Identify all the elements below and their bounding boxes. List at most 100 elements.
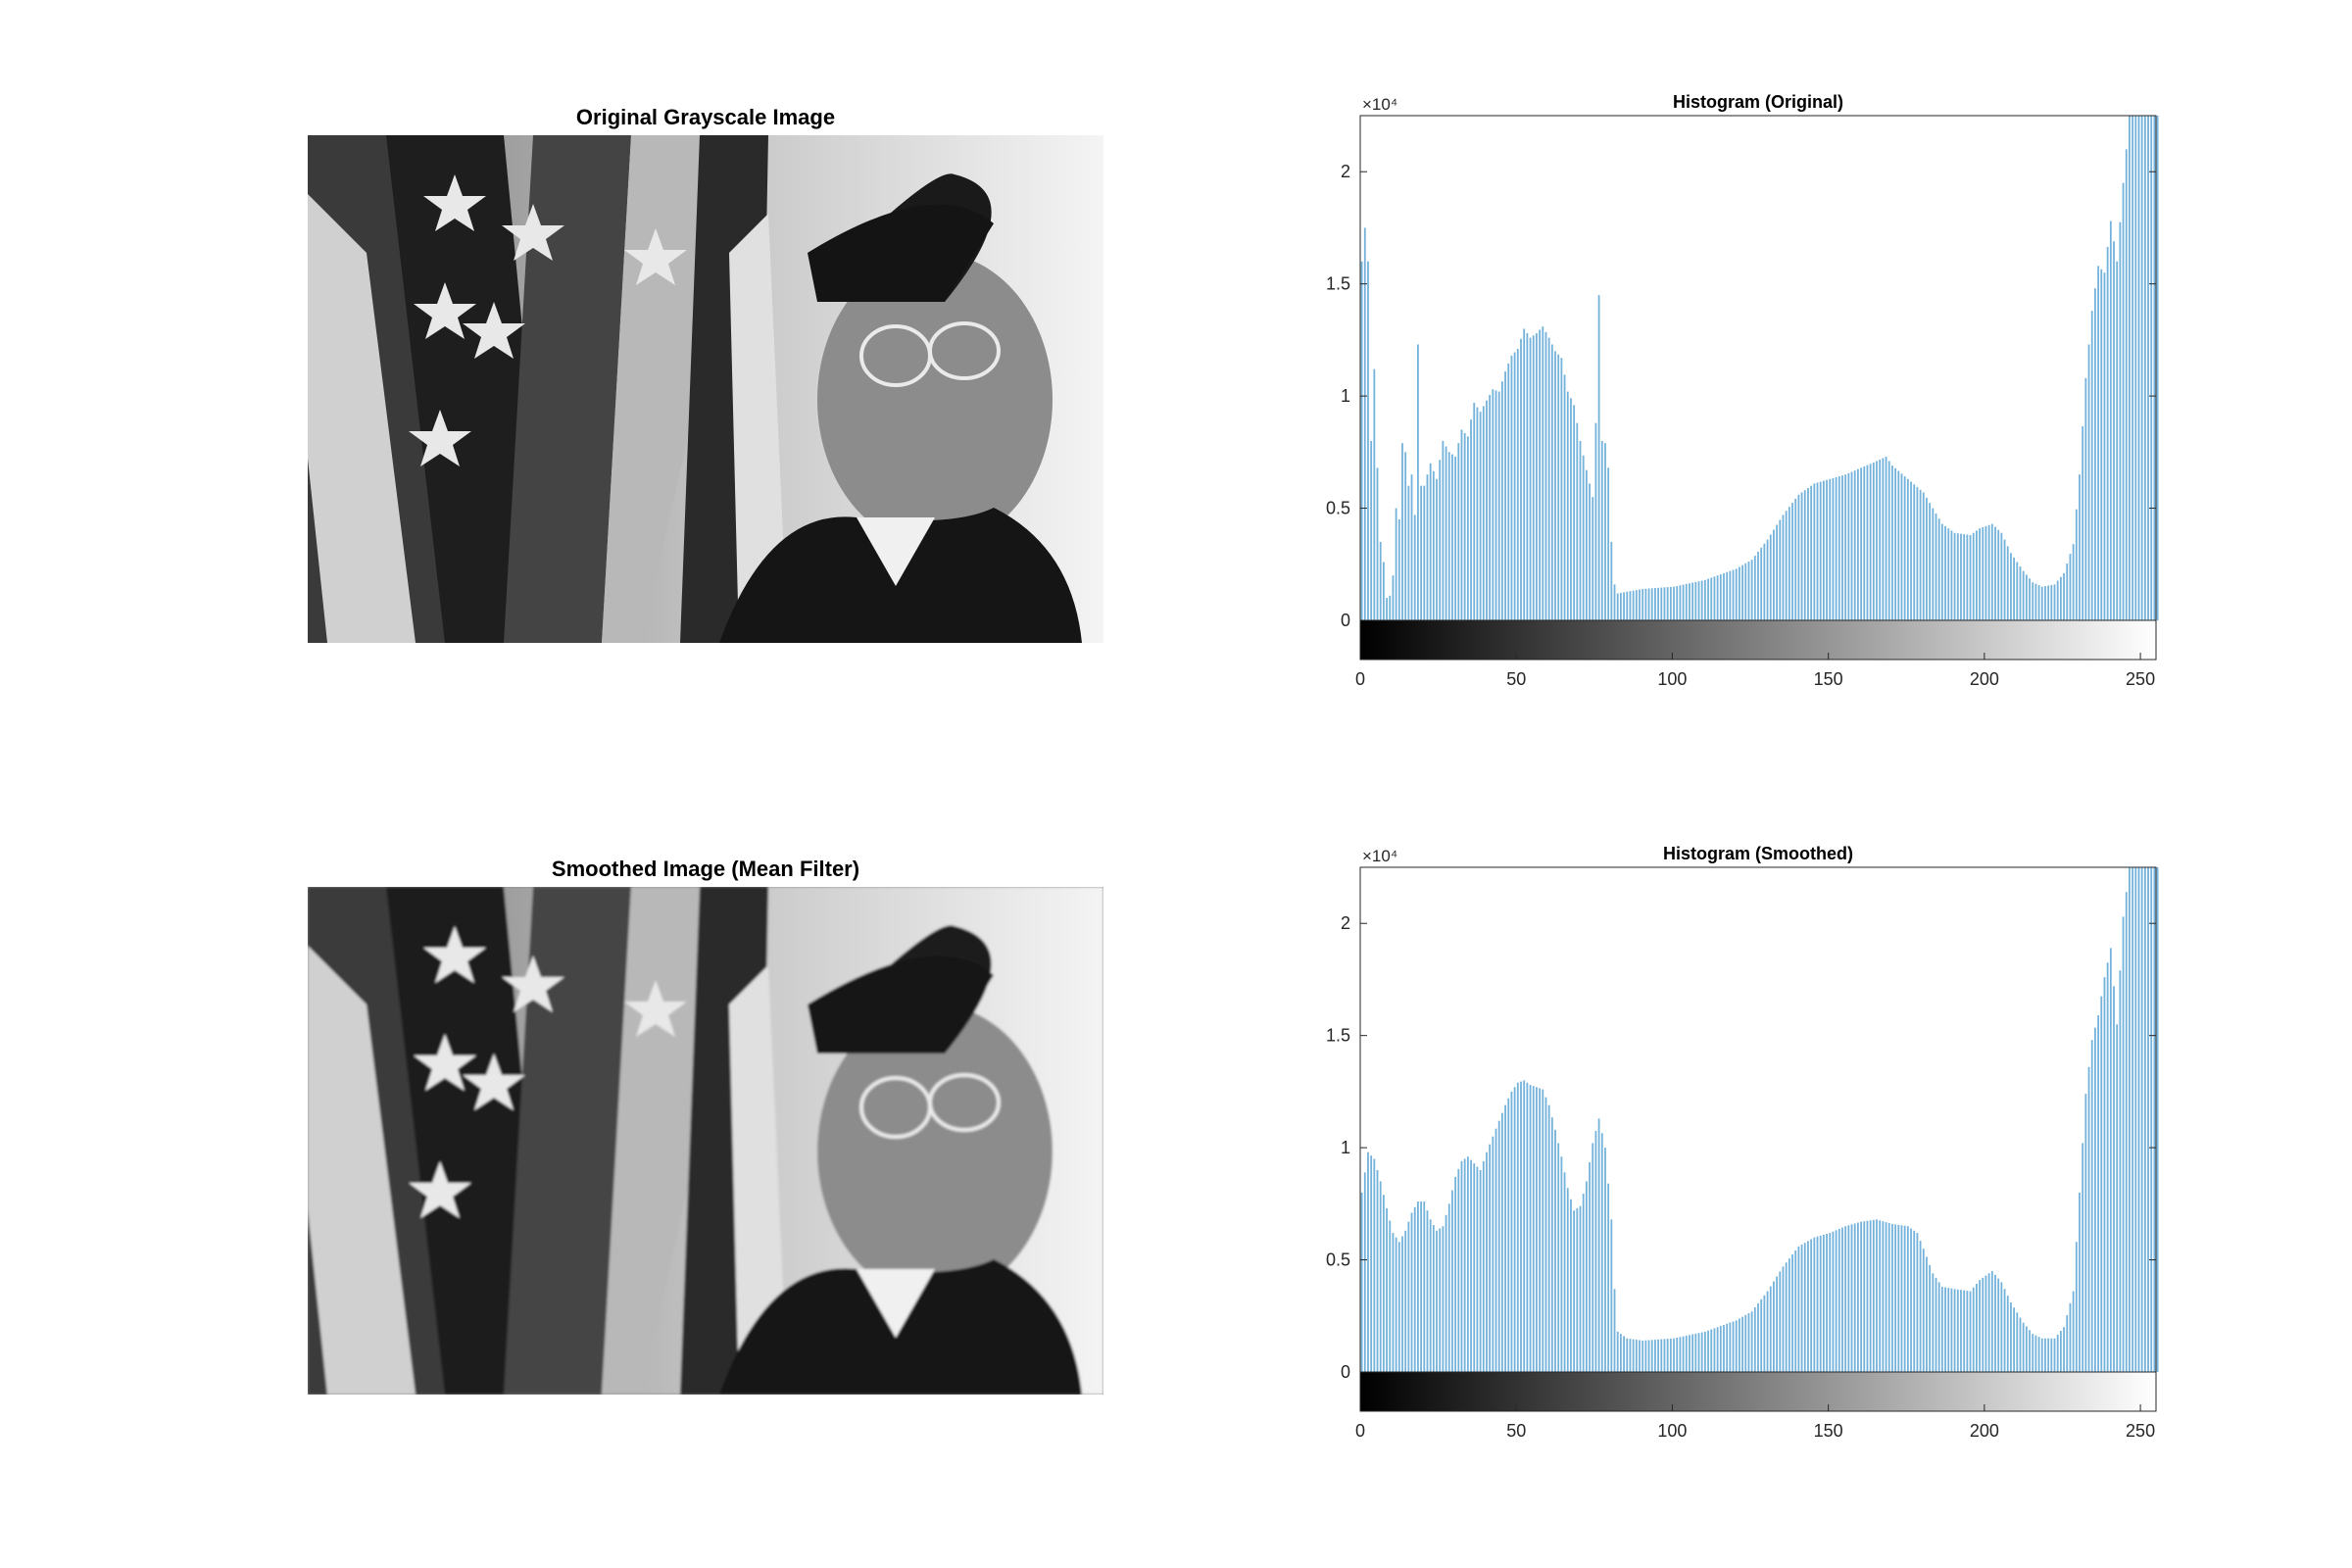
histogram-bar xyxy=(2119,221,2122,620)
histogram-bar xyxy=(1629,1339,1632,1372)
histogram-bar xyxy=(1984,525,1987,620)
y-exponent-label: ×10⁴ xyxy=(1362,847,1397,865)
histogram-bar xyxy=(1940,523,1943,620)
histogram-bar xyxy=(1410,474,1413,620)
histogram-bar xyxy=(1392,575,1395,620)
histogram-bar xyxy=(1950,1288,1953,1372)
histogram-bar xyxy=(1947,1288,1950,1372)
histogram-bar xyxy=(1597,295,1600,620)
histogram-bar xyxy=(1844,1226,1847,1372)
histogram-bar xyxy=(1788,507,1790,620)
histogram-bar xyxy=(1707,578,1709,620)
histogram-bar xyxy=(1738,1318,1740,1372)
histogram-bar xyxy=(1835,1230,1838,1372)
histogram-bar xyxy=(1550,344,1553,620)
histogram-bar xyxy=(1423,1201,1426,1372)
histogram-bar xyxy=(1463,1158,1466,1372)
histogram-bar xyxy=(1816,1236,1819,1372)
histogram-bar xyxy=(2000,532,2003,620)
histogram-bar xyxy=(2084,377,2087,620)
histogram-bar xyxy=(2087,344,2090,620)
histogram-bar xyxy=(1566,1188,1569,1372)
histogram-bar xyxy=(1835,476,1838,620)
histogram-bar xyxy=(1841,1227,1843,1372)
histogram-bar xyxy=(1482,1160,1485,1372)
histogram-bar xyxy=(1479,1170,1482,1372)
histogram-bar xyxy=(1642,1340,1644,1372)
histogram-bar xyxy=(1691,582,1694,620)
histogram-bar xyxy=(1735,568,1738,620)
histogram-bar xyxy=(2044,1338,2046,1372)
histogram-bar xyxy=(1956,533,1959,620)
histogram-bar xyxy=(2029,1330,2031,1372)
histogram-bar xyxy=(2032,1334,2034,1372)
histogram-bar xyxy=(1872,1219,1875,1372)
histogram-bar xyxy=(1489,394,1492,620)
histogram-bar xyxy=(1516,1082,1519,1372)
histogram-bar xyxy=(1916,487,1919,620)
histogram-bar xyxy=(2044,586,2046,620)
histogram-bar xyxy=(1894,1224,1897,1372)
histogram-bar xyxy=(1600,440,1603,620)
histogram-bar xyxy=(2016,1312,2019,1372)
histogram-bar xyxy=(1510,355,1513,620)
histogram-bar xyxy=(1769,1286,1772,1372)
histogram-bar xyxy=(1404,1230,1407,1372)
histogram-bar xyxy=(1685,583,1688,620)
histogram-bar xyxy=(2013,557,2016,620)
histogram-bar xyxy=(1990,523,1993,620)
histogram-bar xyxy=(1982,1277,1984,1372)
histogram-bar xyxy=(1376,467,1379,620)
histogram-bar xyxy=(1395,508,1397,620)
histogram-bar xyxy=(1673,1338,1675,1372)
histogram-bar xyxy=(2072,544,2075,620)
histogram-bar xyxy=(1860,1221,1862,1372)
histogram-bar xyxy=(1900,473,1903,620)
histogram-bar xyxy=(1747,1313,1750,1372)
histogram-bar xyxy=(1944,525,1946,620)
histogram-bar xyxy=(2025,574,2028,620)
histogram-bar xyxy=(1882,458,1885,620)
histogram-bar xyxy=(2082,426,2084,620)
histogram-bar xyxy=(2037,1337,2040,1372)
y-tick-label: 1 xyxy=(1341,1138,1350,1157)
histogram-bar xyxy=(1363,227,1366,620)
histogram-bar xyxy=(1887,461,1890,620)
histogram-bar xyxy=(2000,1282,2003,1372)
histogram-bar xyxy=(2109,220,2112,620)
histogram-bar xyxy=(1897,470,1900,620)
histogram-bar xyxy=(1803,1243,1806,1372)
histogram-bar xyxy=(1972,532,1975,620)
histogram-bar xyxy=(1697,581,1700,620)
histogram-bar xyxy=(1732,569,1735,620)
histogram-bar xyxy=(1592,1143,1594,1372)
histogram-bar xyxy=(1413,1206,1416,1372)
histogram-bar xyxy=(1669,586,1672,620)
histogram-bar xyxy=(2032,582,2034,620)
histogram-bar xyxy=(2100,996,2103,1372)
x-tick-label: 200 xyxy=(1970,1421,1999,1441)
histogram-bar xyxy=(1853,470,1856,620)
histogram-bar xyxy=(1497,1120,1500,1372)
y-tick-label: 0.5 xyxy=(1326,1250,1350,1270)
histogram-bar xyxy=(1547,1104,1550,1372)
histogram-bar xyxy=(1850,471,1853,620)
histogram-bar xyxy=(2019,1317,2022,1372)
histogram-bar xyxy=(2082,1143,2084,1372)
histogram-bar xyxy=(1860,467,1862,620)
histogram-bar xyxy=(1486,400,1488,620)
histogram-bar xyxy=(1803,490,1806,620)
histogram-bar xyxy=(1879,1220,1882,1372)
histogram-bar xyxy=(1829,1233,1832,1372)
histogram-bar xyxy=(1753,1307,1756,1372)
histogram-bar xyxy=(1903,1225,1906,1372)
x-tick-label: 150 xyxy=(1814,1421,1843,1441)
histogram-bar xyxy=(1460,1160,1463,1372)
histogram-bar xyxy=(1386,598,1388,620)
histogram-bar xyxy=(1547,337,1550,620)
histogram-bar xyxy=(1747,562,1750,620)
histogram-bar xyxy=(1619,592,1622,620)
histogram-bar xyxy=(1929,503,1932,620)
histogram-bar xyxy=(2147,116,2149,620)
histogram-bar xyxy=(1857,1222,1859,1372)
